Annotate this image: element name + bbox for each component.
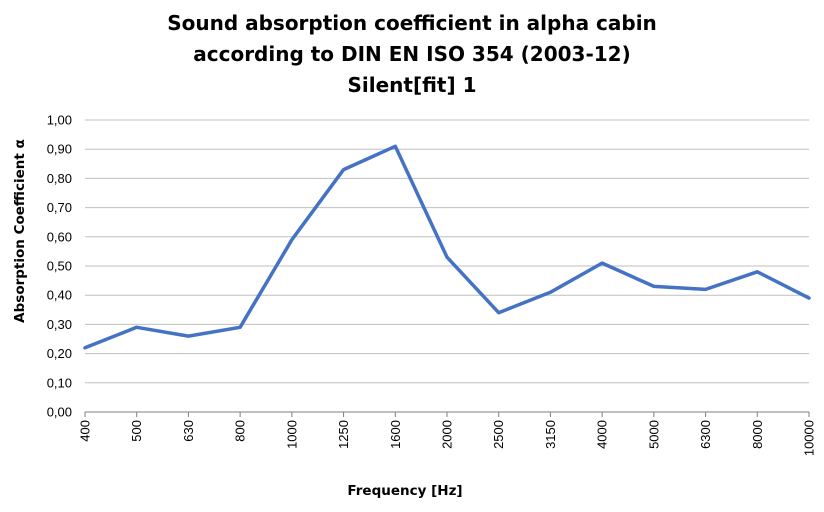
x-tick-label: 10000 [802, 420, 817, 456]
x-tick-labels: 400 500 630 800 1000 1250 1600 2000 2500 3150 4000… [78, 420, 817, 456]
axes [84, 411, 810, 417]
x-tick-label: 2000 [440, 420, 455, 449]
chart-title-line-2: according to DIN EN ISO 354 (2003-12) [193, 42, 631, 66]
y-tick-label: 0,50 [47, 259, 72, 274]
x-tick-label: 5000 [646, 420, 661, 449]
x-tick-label: 800 [233, 420, 248, 442]
x-axis-label: Frequency [Hz] [347, 483, 462, 499]
x-tick-label: 8000 [750, 420, 765, 449]
y-tick-label: 0,60 [47, 229, 72, 244]
x-tick-label: 3150 [543, 420, 558, 449]
y-tick-label: 0,40 [47, 288, 72, 303]
x-tick-label: 2500 [491, 420, 506, 449]
x-tick-label: 1000 [284, 420, 299, 449]
y-tick-label: 0,20 [47, 346, 72, 361]
y-axis-label: Absorption Coefficient α [12, 139, 28, 323]
chart-title-line-3: Silent[fit] 1 [347, 73, 477, 97]
y-tick-label: 0,10 [47, 375, 72, 390]
y-tick-label: 0,80 [47, 171, 72, 186]
y-tick-label: 1,00 [47, 113, 72, 128]
chart-title-line-1: Sound absorption coefficient in alpha ca… [167, 11, 657, 35]
x-tick-label: 400 [78, 420, 93, 442]
y-tick-label: 0,30 [47, 317, 72, 332]
x-tick-label: 500 [129, 420, 144, 442]
series-line [83, 144, 811, 350]
gridlines [85, 119, 809, 384]
x-tick-label: 6300 [698, 420, 713, 449]
x-tick-label: 4000 [595, 420, 610, 449]
y-tick-label: 0,90 [47, 142, 72, 157]
y-tick-label: 0,70 [47, 200, 72, 215]
x-tick-label: 1600 [388, 420, 403, 449]
x-tick-label: 630 [181, 420, 196, 442]
x-tick-label: 1250 [336, 420, 351, 449]
y-tick-label: 0,00 [47, 405, 72, 420]
series-lines [83, 144, 811, 350]
y-tick-labels: 0,00 0,10 0,20 0,30 0,40 0,50 0,60 0,70 0,80 0,90… [47, 113, 72, 420]
